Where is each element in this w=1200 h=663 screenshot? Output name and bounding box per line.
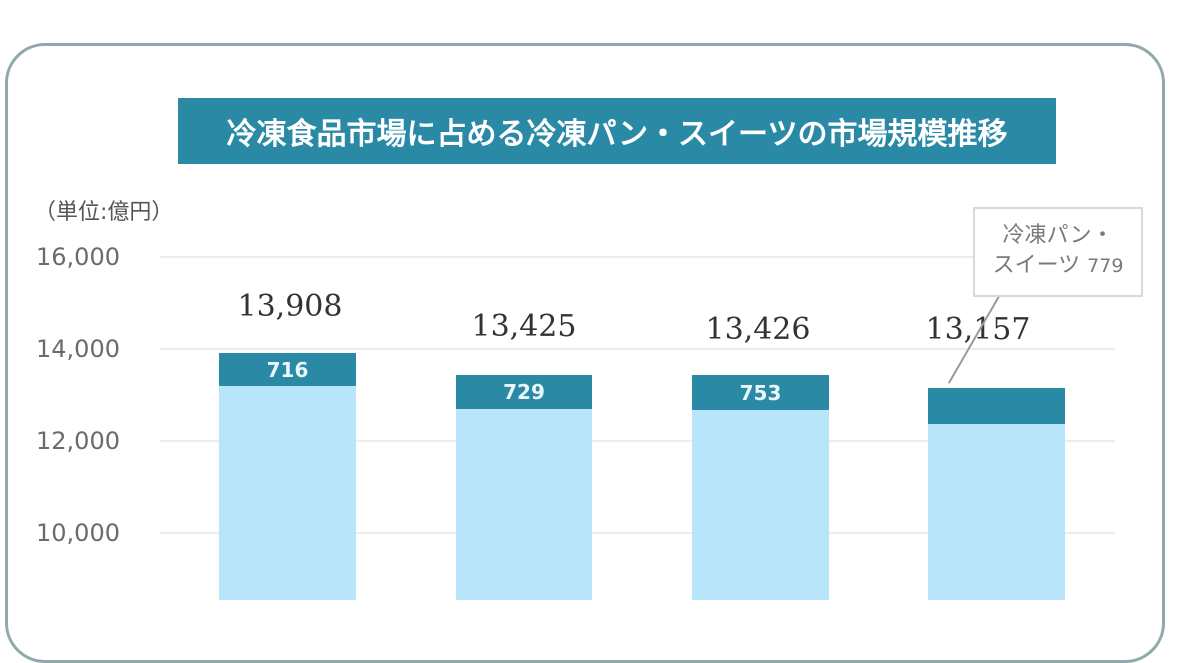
y-tick-label: 16,000 (36, 243, 120, 271)
bar-segment-frozen-bread-sweets: 753 (692, 375, 829, 410)
gridline-14000 (160, 348, 1115, 350)
bar-total-label: 13,425 (471, 309, 577, 344)
gridline-12000 (160, 440, 1115, 442)
unit-label: （単位:億円） (34, 200, 174, 225)
bar-segment-other (456, 409, 592, 600)
y-tick-label: 14,000 (36, 335, 120, 363)
callout-line2: スイーツ 779 (975, 251, 1141, 281)
callout-series-name: スイーツ (992, 253, 1081, 278)
bar-total-label: 13,908 (237, 289, 343, 324)
callout-annotation: 冷凍パン・ スイーツ 779 (973, 207, 1143, 297)
chart-title: 冷凍食品市場に占める冷凍パン・スイーツの市場規模推移 (178, 98, 1056, 164)
bar-segment-frozen-bread-sweets: 716 (219, 353, 356, 386)
y-tick-label: 12,000 (36, 427, 120, 455)
y-tick-label: 10,000 (36, 519, 120, 547)
bar-segment-other (928, 424, 1065, 600)
callout-value: 779 (1087, 255, 1124, 277)
bar-segment-frozen-bread-sweets (928, 388, 1065, 424)
bar-segment-other (692, 410, 829, 600)
gridline-16000 (160, 256, 1115, 258)
bar-total-label: 13,426 (705, 312, 811, 347)
callout-line1: 冷凍パン・ (1002, 223, 1114, 248)
gridline-10000 (160, 532, 1115, 534)
bar-segment-other (219, 386, 356, 600)
bar-segment-frozen-bread-sweets: 729 (456, 375, 592, 409)
